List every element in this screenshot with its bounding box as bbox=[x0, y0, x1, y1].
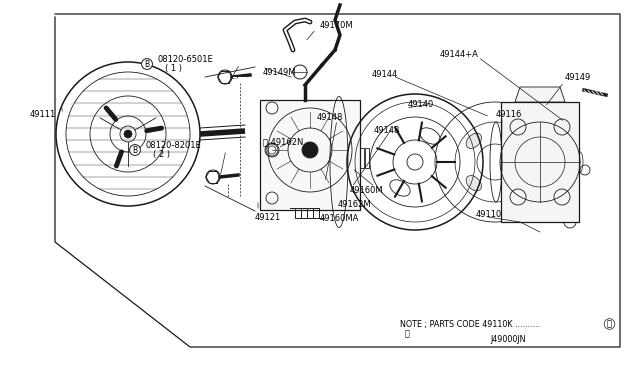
Text: NOTE ; PARTS CODE 49110K ..........: NOTE ; PARTS CODE 49110K .......... bbox=[400, 320, 540, 328]
Text: J49000JN: J49000JN bbox=[490, 336, 525, 344]
Text: 49160MA: 49160MA bbox=[320, 214, 360, 222]
Text: 49160M: 49160M bbox=[350, 186, 383, 195]
Text: B: B bbox=[145, 60, 150, 68]
Text: 49149: 49149 bbox=[565, 73, 591, 81]
Text: B: B bbox=[132, 145, 138, 154]
Text: 49116: 49116 bbox=[496, 109, 522, 119]
Text: ( 2 ): ( 2 ) bbox=[153, 150, 170, 158]
Text: 49149M: 49149M bbox=[263, 67, 296, 77]
Text: 49140: 49140 bbox=[408, 99, 435, 109]
Ellipse shape bbox=[466, 133, 481, 148]
Bar bbox=[355, 148, 359, 168]
Ellipse shape bbox=[509, 133, 524, 148]
Text: 49148: 49148 bbox=[374, 125, 401, 135]
Text: 49148: 49148 bbox=[317, 112, 344, 122]
Text: 49170M: 49170M bbox=[320, 20, 354, 29]
Text: ⓐ: ⓐ bbox=[607, 320, 612, 328]
Polygon shape bbox=[260, 100, 360, 210]
Ellipse shape bbox=[509, 176, 524, 191]
Text: 49111: 49111 bbox=[30, 109, 56, 119]
Text: ⓐ 49162N: ⓐ 49162N bbox=[263, 138, 303, 147]
Text: 08120-8201E: 08120-8201E bbox=[145, 141, 201, 150]
Text: 49162M: 49162M bbox=[338, 199, 372, 208]
Ellipse shape bbox=[466, 176, 481, 191]
Text: 49121: 49121 bbox=[255, 212, 281, 221]
Text: ( 1 ): ( 1 ) bbox=[165, 64, 182, 73]
Polygon shape bbox=[515, 87, 565, 102]
Bar bbox=[360, 148, 364, 168]
Bar bbox=[365, 148, 369, 168]
Text: ⓐ: ⓐ bbox=[400, 330, 410, 339]
Circle shape bbox=[124, 130, 132, 138]
Polygon shape bbox=[501, 102, 579, 222]
Text: 08120-6501E: 08120-6501E bbox=[157, 55, 212, 64]
Text: 49144+A: 49144+A bbox=[440, 49, 479, 58]
Text: 49110: 49110 bbox=[476, 209, 502, 218]
Text: 49144: 49144 bbox=[372, 70, 398, 78]
Circle shape bbox=[302, 142, 318, 158]
